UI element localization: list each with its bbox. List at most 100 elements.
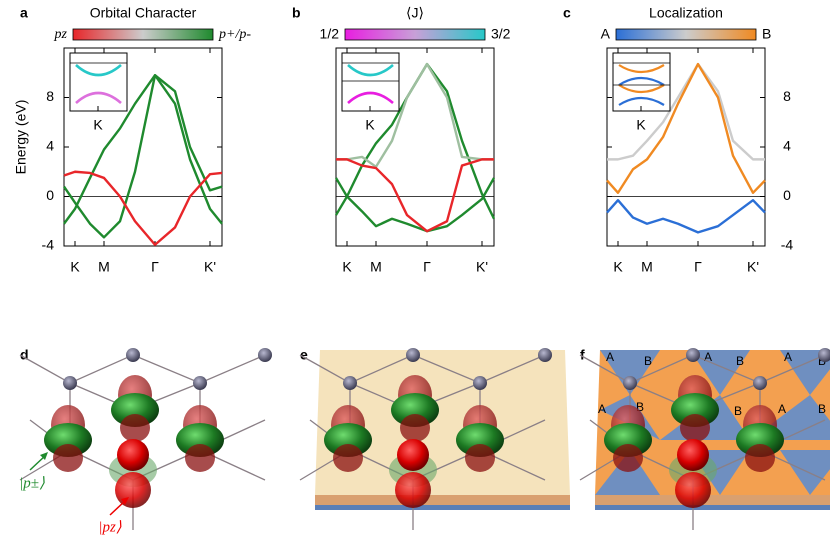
p-pm-orbital [176, 423, 224, 457]
inset-label: K [93, 117, 103, 133]
atom [406, 348, 420, 362]
inset-band [618, 76, 665, 86]
arrowhead [40, 452, 48, 460]
orbital-label: |pz⟩ [98, 519, 121, 535]
colorbar-max-label: 3/2 [491, 26, 511, 42]
p-pm-orbital [44, 423, 92, 457]
bond [692, 354, 761, 384]
p-pm-orbital [736, 423, 784, 457]
band-line [63, 170, 223, 246]
y-tick-label: 4 [783, 138, 791, 154]
atom [818, 348, 830, 362]
bond [759, 354, 826, 384]
colorbar-min-label: pz [54, 27, 68, 42]
region-label: A [606, 350, 614, 364]
scene [299, 348, 570, 530]
y-tick-label: 0 [46, 187, 54, 203]
band-line [606, 62, 766, 194]
pz-orbital-lower [115, 472, 151, 508]
colorbar-title: Orbital Character [90, 5, 197, 21]
bond [629, 354, 694, 384]
x-tick-label: K [613, 259, 623, 275]
band-line [336, 158, 494, 233]
colorbar-title: Localization [649, 5, 723, 21]
y-tick-label: -4 [42, 237, 55, 253]
pz-orbital [677, 439, 709, 471]
inset-band [618, 84, 665, 94]
bond [349, 354, 414, 384]
region-label: B [644, 354, 652, 368]
slab-edge [315, 495, 570, 507]
region-label: B [734, 404, 742, 418]
atom [126, 348, 140, 362]
plot-frame [335, 47, 495, 247]
y-tick-label: 8 [46, 88, 54, 104]
y-axis-label: Energy (eV) [13, 100, 29, 175]
scene: |p±⟩ |pz⟩ [19, 348, 272, 535]
atom [63, 376, 77, 390]
atom [623, 376, 637, 390]
bond [69, 354, 134, 384]
region-label: A [778, 402, 786, 416]
p-pm-orbital [111, 393, 159, 427]
slab-base [595, 505, 830, 510]
x-tick-label: Γ [423, 259, 431, 275]
bond [479, 354, 546, 384]
slab-base [315, 505, 570, 510]
pz-orbital-lower [675, 472, 711, 508]
x-tick-label: Γ [151, 259, 159, 275]
band-line [607, 62, 765, 161]
bond [199, 354, 266, 384]
bond [412, 354, 481, 384]
inset-band [347, 91, 394, 104]
inset-label: K [365, 117, 375, 133]
scene: ABABABABABAB [579, 348, 830, 530]
pz-lobe [400, 414, 430, 442]
colorbar [615, 28, 757, 41]
pz-lobe [465, 444, 495, 472]
region-b [600, 350, 660, 395]
y-tick-label: 8 [783, 88, 791, 104]
inset-band [618, 96, 665, 106]
y-tick-label: 4 [46, 138, 54, 154]
orbital-label: |p±⟩ [19, 475, 45, 491]
region-label: A [598, 402, 606, 416]
atom [473, 376, 487, 390]
y-tick-label: -4 [781, 237, 794, 253]
region-b [780, 350, 830, 395]
region-label: B [636, 400, 644, 414]
p-pm-orbital [324, 423, 372, 457]
panel-letter: a [20, 5, 28, 21]
bond [132, 354, 201, 384]
bond [19, 354, 71, 384]
colorbar-title: ⟨J⟩ [406, 5, 424, 21]
band-line [63, 74, 223, 239]
band-line [606, 199, 766, 234]
x-tick-label: K' [747, 259, 759, 275]
pz-orbital [117, 439, 149, 471]
atom [686, 348, 700, 362]
panel-letter: c [563, 5, 571, 21]
region-b [595, 450, 660, 495]
colorbar [344, 28, 486, 41]
colorbar-max-label: p+/p- [218, 27, 251, 42]
colorbar-max-label: B [762, 26, 771, 42]
region-b [780, 450, 830, 495]
region-label: A [784, 350, 792, 364]
x-tick-label: M [641, 259, 653, 275]
p-pm-orbital [391, 393, 439, 427]
panel-letter: f [580, 347, 585, 363]
pz-lobe [333, 444, 363, 472]
colorbar-min-label: A [601, 26, 611, 42]
slab [315, 350, 570, 495]
atom [193, 376, 207, 390]
pz-lobe [680, 414, 710, 442]
x-tick-label: Γ [694, 259, 702, 275]
atom [753, 376, 767, 390]
inset-band [618, 64, 665, 74]
inset-band [75, 91, 122, 104]
atom [258, 348, 272, 362]
pz-lobe [613, 444, 643, 472]
slab-edge [595, 495, 830, 507]
